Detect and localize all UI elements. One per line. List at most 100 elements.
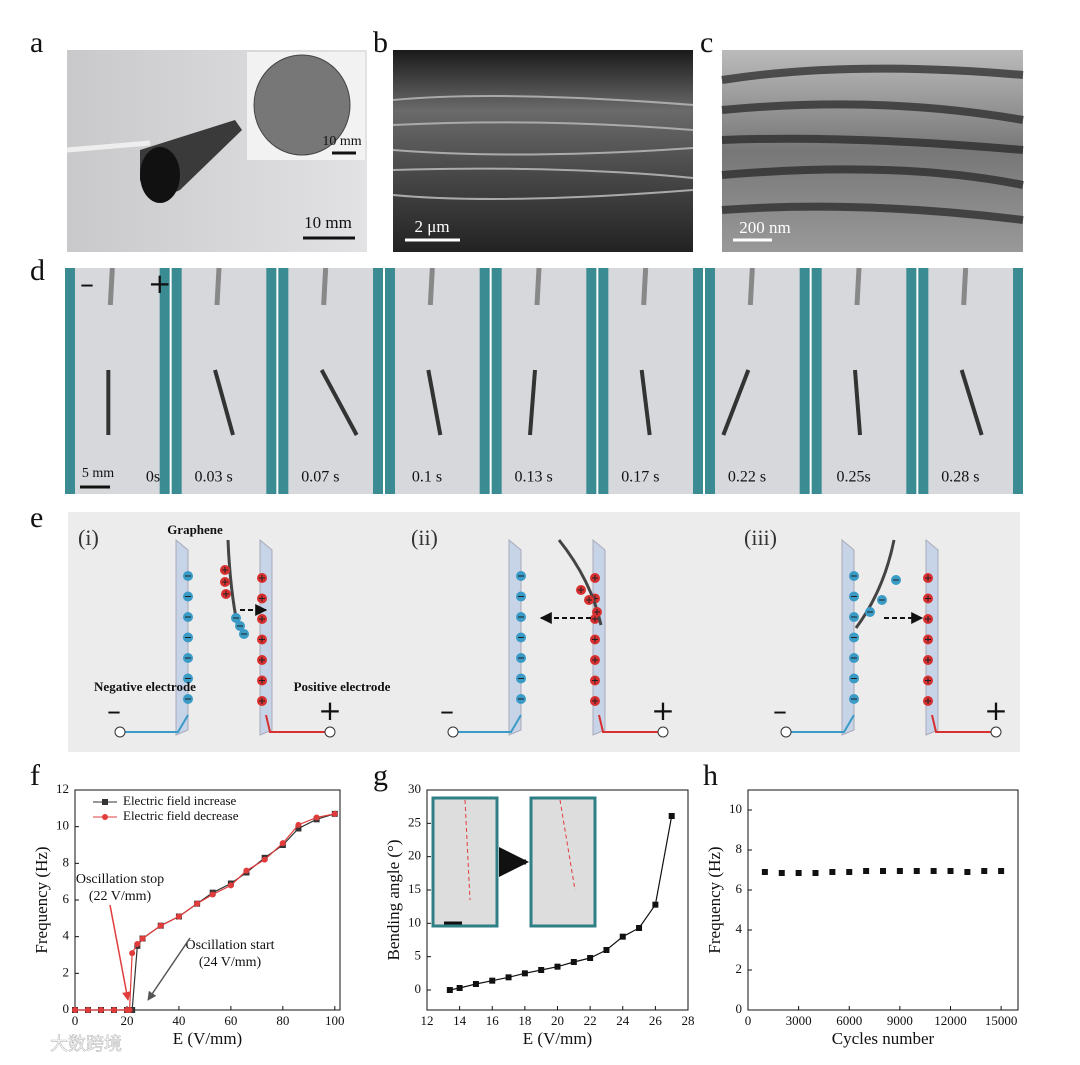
annotation-arrow [109, 904, 131, 1001]
holder [961, 267, 969, 306]
data-point [761, 869, 768, 875]
data-point [472, 981, 479, 987]
electrode [1013, 268, 1023, 494]
wire [931, 714, 996, 733]
x-tick-label: 20 [120, 1013, 133, 1028]
x-tick-label: 16 [486, 1013, 500, 1028]
time-label: 0.22 s [728, 469, 766, 486]
time-label: 0.25s [837, 469, 871, 486]
scale-label: 200 nm [739, 218, 790, 237]
data-point [72, 1007, 78, 1013]
wire [453, 714, 522, 733]
panel-label: e [30, 501, 43, 534]
time-label: 0.28 s [941, 469, 979, 486]
data-point [603, 947, 610, 953]
holder [107, 267, 115, 306]
label: Negative electrode [94, 679, 196, 694]
panel-label: f [30, 759, 40, 792]
electrode [693, 268, 703, 494]
wire [786, 714, 855, 733]
film [853, 369, 862, 436]
y-tick-label: 8 [63, 854, 70, 869]
holder [427, 267, 435, 306]
data-point [570, 959, 577, 965]
y-tick-label: 10 [408, 914, 421, 929]
diagram-background [68, 512, 1020, 752]
frame [65, 268, 170, 494]
electrode [906, 268, 917, 494]
y-axis-label: Frequency (Hz) [32, 846, 51, 953]
holder [321, 267, 329, 306]
stage-label: (iii) [744, 525, 777, 550]
terminal [990, 726, 1002, 738]
wire [120, 714, 189, 733]
holder [641, 267, 649, 306]
wire [265, 714, 330, 733]
stage-label: (ii) [411, 525, 438, 550]
data-point [126, 1007, 133, 1013]
data-point [446, 987, 453, 993]
data-point [243, 867, 250, 874]
scale-label: 10 mm [304, 213, 352, 232]
terminal [324, 726, 336, 738]
electrode [598, 268, 609, 494]
x-tick-label: 28 [682, 1013, 695, 1028]
panel-label: g [373, 759, 388, 792]
y-tick-label: 10 [56, 818, 69, 833]
data-point [139, 935, 146, 942]
y-tick-label: 20 [408, 848, 421, 863]
electrode [586, 268, 597, 494]
electrode-plate [508, 538, 522, 736]
data-point [812, 870, 819, 876]
y-tick-label: 10 [729, 801, 742, 816]
data-point [313, 814, 320, 821]
data-point [175, 913, 182, 920]
electrode [385, 268, 395, 494]
x-tick-label: 40 [172, 1013, 185, 1028]
data-point [846, 869, 853, 875]
y-tick-label: 4 [736, 921, 743, 936]
data-point [505, 974, 512, 981]
frame [811, 268, 917, 494]
y-tick-label: 2 [63, 964, 70, 979]
frame [385, 268, 490, 494]
panel-label: a [30, 26, 43, 59]
y-tick-label: 5 [415, 948, 422, 963]
time-label: 0.17 s [621, 469, 659, 486]
film [959, 369, 984, 436]
data-point [930, 868, 937, 874]
mechanism-diagram: (i) – + (ii) – + (iii) – + Graphene Negative elect… [78, 522, 1008, 738]
data-point [778, 870, 785, 876]
y-tick-label: 15 [408, 881, 421, 896]
x-tick-label: 12 [421, 1013, 434, 1028]
time-label: 0.13 s [515, 469, 553, 486]
label: Positive electrode [294, 679, 391, 694]
sign: + [318, 694, 341, 727]
data-point [913, 868, 920, 874]
frame [705, 268, 810, 494]
y-tick-label: 0 [415, 981, 422, 996]
y-tick-label: 25 [408, 814, 421, 829]
data-point [636, 925, 643, 931]
x-tick-label: 0 [745, 1013, 752, 1028]
data-point [227, 882, 234, 889]
x-tick-label: 9000 [887, 1013, 913, 1028]
film [319, 369, 359, 436]
y-tick-label: 0 [63, 1001, 70, 1016]
holder [854, 267, 862, 306]
annotation: Oscillation start [185, 938, 274, 953]
x-tick-label: 14 [453, 1013, 467, 1028]
annotation-arrow [147, 937, 191, 1001]
data-point [652, 901, 659, 908]
x-tick-label: 18 [518, 1013, 531, 1028]
electrode [65, 268, 75, 494]
data-point [194, 900, 201, 907]
x-tick-label: 26 [649, 1013, 663, 1028]
electrode-plate [841, 538, 855, 736]
electrode [918, 268, 929, 494]
electrode [278, 268, 289, 494]
photo-c: 200 nm [721, 50, 1024, 252]
data-point [279, 840, 286, 847]
sign: + [984, 694, 1007, 727]
